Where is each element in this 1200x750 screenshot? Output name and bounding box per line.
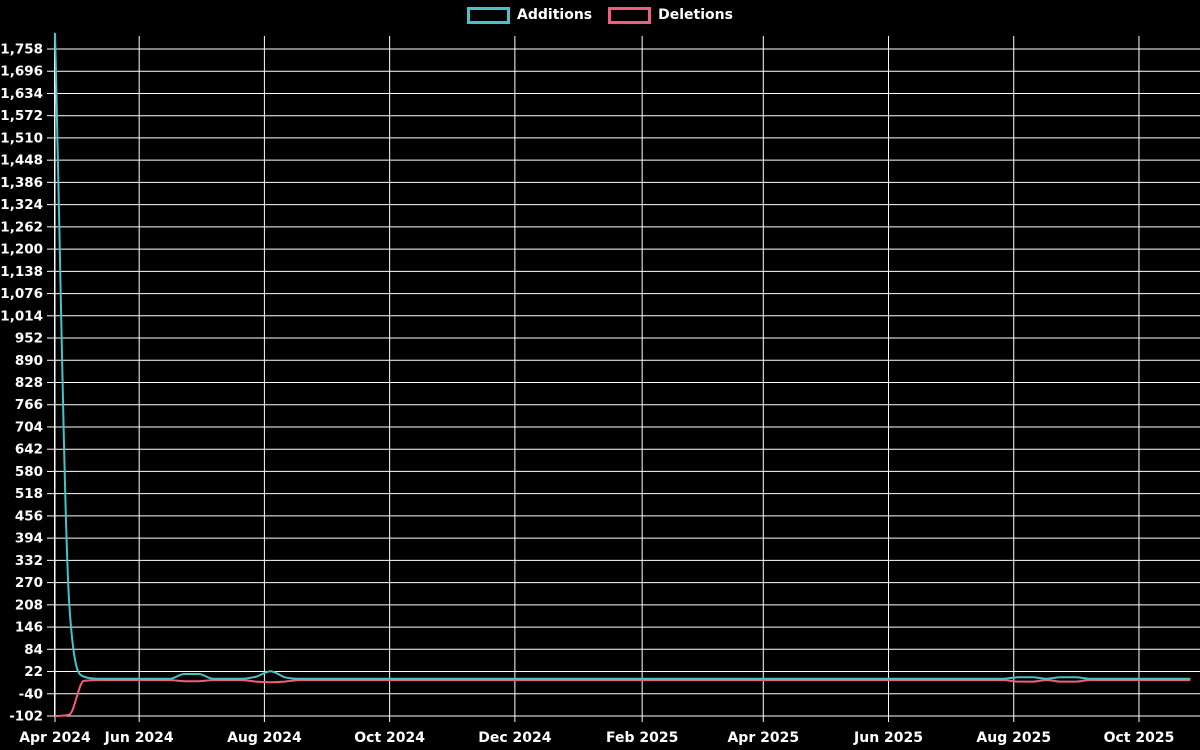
x-tick-label: Oct 2024 [354, 730, 425, 746]
additions-swatch-icon [467, 7, 511, 24]
y-tick-label: 704 [15, 419, 43, 435]
x-tick-label: Apr 2025 [727, 730, 799, 746]
x-tick-label: Oct 2025 [1104, 730, 1175, 746]
y-tick-label: 1,262 [0, 219, 43, 235]
y-tick-label: 580 [15, 464, 43, 480]
y-tick-label: 952 [15, 331, 43, 347]
y-tick-label: 84 [24, 642, 43, 658]
y-tick-label: 1,138 [0, 264, 43, 280]
y-tick-label: 208 [15, 597, 43, 613]
y-tick-label: 456 [15, 508, 43, 524]
deletions-line [54, 679, 1191, 717]
y-tick-label: 1,386 [0, 175, 43, 191]
deletions-swatch-icon [608, 7, 652, 24]
y-tick-label: 394 [15, 531, 43, 547]
y-tick-label: 1,634 [0, 86, 43, 102]
legend-label-deletions: Deletions [658, 7, 733, 23]
additions-line [54, 32, 1191, 680]
y-tick-label: 146 [15, 620, 43, 636]
y-tick-label: 766 [15, 397, 43, 413]
y-tick-label: 1,510 [0, 130, 43, 146]
x-tick-label: Aug 2024 [227, 730, 302, 746]
y-tick-label: 890 [15, 353, 43, 369]
x-tick-label: Apr 2024 [19, 730, 91, 746]
y-tick-label: 1,696 [0, 64, 43, 80]
y-tick-label: 642 [15, 442, 43, 458]
legend-item-deletions[interactable]: Deletions [608, 7, 733, 24]
y-tick-label: 22 [24, 664, 43, 680]
x-tick-label: Aug 2025 [976, 730, 1051, 746]
y-tick-label: 828 [15, 375, 43, 391]
y-tick-label: 270 [15, 575, 43, 591]
y-tick-label: 1,758 [0, 42, 43, 58]
y-tick-label: 1,014 [0, 308, 43, 324]
y-tick-label: -102 [9, 709, 43, 725]
legend-item-additions[interactable]: Additions [467, 7, 592, 24]
x-tick-label: Jun 2024 [104, 730, 174, 746]
y-tick-label: -40 [19, 686, 43, 702]
y-tick-label: 1,448 [0, 153, 43, 169]
y-tick-label: 1,572 [0, 108, 43, 124]
x-tick-label: Dec 2024 [478, 730, 552, 746]
x-tick-label: Feb 2025 [606, 730, 678, 746]
y-tick-label: 1,200 [0, 242, 43, 258]
y-tick-label: 1,076 [0, 286, 43, 302]
legend-label-additions: Additions [517, 7, 593, 23]
y-tick-label: 518 [15, 486, 43, 502]
y-tick-label: 1,324 [0, 197, 43, 213]
y-tick-label: 332 [15, 553, 43, 569]
chart-legend: Additions Deletions [0, 7, 1200, 24]
x-tick-label: Jun 2025 [853, 730, 923, 746]
